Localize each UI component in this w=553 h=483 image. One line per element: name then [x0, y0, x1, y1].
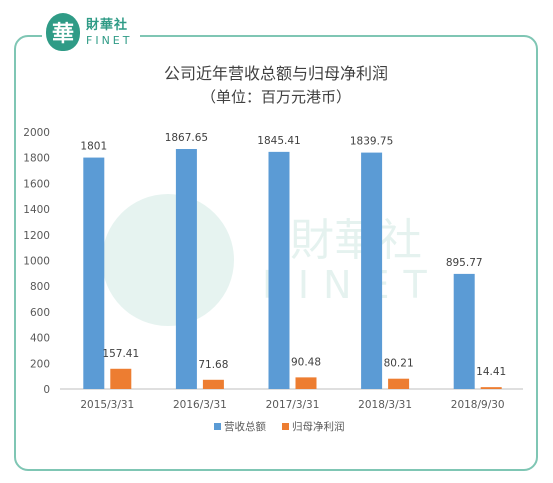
- y-tick-label: 200: [30, 358, 50, 370]
- x-tick-label: 2015/3/31: [80, 399, 134, 411]
- bar-net-profit: [480, 387, 502, 389]
- y-tick-label: 600: [30, 307, 50, 319]
- x-tick-label: 2018/9/30: [451, 399, 505, 411]
- bar-net-profit: [110, 368, 132, 389]
- legend-label-revenue: 营收总额: [224, 420, 266, 433]
- bar-revenue: [175, 149, 197, 389]
- finet-logo: 華 財華社 FINET: [42, 10, 141, 54]
- chart-subtitle: （单位：百万元港币）: [201, 88, 351, 106]
- logo-name-en: FINET: [86, 33, 133, 47]
- y-tick-label: 1000: [23, 256, 50, 268]
- bar-revenue: [268, 151, 290, 389]
- data-label-revenue: 895.77: [446, 257, 483, 269]
- bar-revenue: [453, 273, 475, 389]
- data-label-revenue: 1867.65: [165, 132, 208, 144]
- legend-swatch-revenue: [214, 423, 221, 430]
- chart-title: 公司近年营收总额与归母净利润: [164, 64, 388, 83]
- data-label-revenue: 1845.41: [257, 135, 300, 147]
- logo-text: 財華社 FINET: [86, 19, 132, 46]
- bar-net-profit: [202, 379, 224, 389]
- data-label-revenue: 1839.75: [350, 136, 393, 148]
- data-label-net-profit: 71.68: [198, 359, 228, 371]
- y-tick-label: 400: [30, 333, 50, 345]
- x-tick-label: 2016/3/31: [173, 399, 227, 411]
- watermark-badge-icon: [102, 194, 234, 326]
- y-tick-label: 1400: [23, 204, 50, 216]
- watermark-text-cn: 財華社: [290, 215, 422, 266]
- data-label-net-profit: 157.41: [102, 348, 139, 360]
- y-tick-label: 2000: [23, 127, 50, 139]
- data-label-net-profit: 90.48: [291, 356, 321, 368]
- bar-net-profit: [295, 377, 317, 389]
- data-label-net-profit: 80.21: [384, 358, 414, 370]
- y-tick-label: 1800: [23, 153, 50, 165]
- bar-net-profit: [388, 378, 410, 389]
- y-axis: 0 200 400 600 800 1000 1200 1400 1600 1800 2000: [23, 127, 50, 396]
- y-tick-label: 1200: [23, 230, 50, 242]
- bars: [83, 149, 502, 389]
- legend-label-net-profit: 归母净利润: [292, 420, 345, 433]
- x-tick-label: 2018/3/31: [358, 399, 412, 411]
- data-labels: 1801 157.41 1867.65 71.68 1845.41 90.48 1839.7…: [80, 132, 506, 378]
- legend-swatch-net-profit: [282, 423, 289, 430]
- logo-name-cn: 財華社: [86, 17, 129, 33]
- data-label-net-profit: 14.41: [476, 366, 506, 378]
- bar-revenue: [83, 157, 105, 389]
- legend: 营收总额 归母净利润: [214, 420, 345, 433]
- logo-badge-icon: 華: [46, 13, 80, 51]
- y-tick-label: 1600: [23, 178, 50, 190]
- y-tick-label: 0: [43, 384, 50, 396]
- y-tick-label: 800: [30, 281, 50, 293]
- x-tick-label: 2017/3/31: [266, 399, 320, 411]
- data-label-revenue: 1801: [80, 141, 107, 153]
- x-tick-labels: 2015/3/31 2016/3/31 2017/3/31 2018/3/31 2018…: [80, 399, 504, 411]
- bar-revenue: [361, 152, 383, 389]
